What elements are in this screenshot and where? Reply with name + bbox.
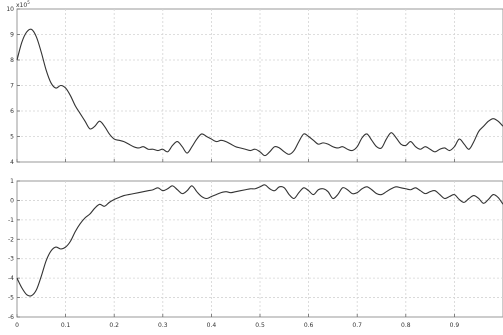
top-y-tick-label: 9 [10, 32, 14, 39]
bottom-x-ticks: 0 0.1 0.2 0.3 0.4 0.5 0.6 0.7 0.8 0.9 [15, 314, 459, 329]
top-axes: 10 9 8 7 6 5 4 x105 [6, 0, 503, 166]
bottom-x-tick-label: 0.9 [450, 322, 460, 329]
top-series-group [16, 28, 503, 157]
bottom-y-tick-label: -3 [8, 256, 14, 263]
bottom-x-tick-label: 0.7 [352, 322, 362, 329]
bottom-y-tick-label: 0 [10, 197, 14, 204]
bottom-x-tick-label: 0.5 [255, 322, 265, 329]
bottom-y-ticks: 1 0 -1 -2 -3 -4 -5 -6 [8, 178, 20, 321]
bottom-y-tick-label: -6 [8, 314, 14, 321]
bottom-y-tick-label: -1 [8, 217, 14, 224]
bottom-x-tick-label: 0.8 [401, 322, 411, 329]
bottom-axes: 0 0.1 0.2 0.3 0.4 0.5 0.6 0.7 0.8 0.9 1 0 -1 -2 -3 -4 -… [8, 178, 503, 329]
bottom-y-tick-label: -2 [8, 236, 14, 243]
top-exponent-label: x105 [16, 0, 30, 9]
bottom-series-group [16, 184, 503, 297]
bottom-y-tick-label: -4 [8, 275, 14, 282]
bottom-y-tick-label: -5 [8, 295, 14, 302]
top-y-tick-label: 7 [10, 83, 14, 90]
bottom-x-tick-label: 0.1 [61, 322, 71, 329]
top-x-ticks [16, 159, 455, 162]
bottom-y-tick-label: 1 [10, 178, 14, 185]
top-y-tick-label: 8 [10, 57, 14, 64]
top-y-tick-label: 5 [10, 134, 14, 141]
bottom-x-tick-label: 0.6 [304, 322, 314, 329]
top-grid [17, 9, 503, 162]
bottom-x-tick-label: 0.4 [207, 322, 217, 329]
top-series-line-0 [16, 28, 503, 157]
bottom-x-tick-label: 0.2 [109, 322, 119, 329]
bottom-grid [17, 181, 503, 317]
bottom-x-tick-label: 0.3 [158, 322, 168, 329]
bottom-x-tick-label: 0 [15, 322, 19, 329]
top-y-tick-label: 4 [10, 159, 14, 166]
bottom-series-line-0 [16, 184, 503, 297]
top-y-tick-label: 6 [10, 108, 14, 115]
top-y-ticks: 10 9 8 7 6 5 4 [6, 6, 20, 166]
top-y-tick-label: 10 [6, 6, 14, 13]
